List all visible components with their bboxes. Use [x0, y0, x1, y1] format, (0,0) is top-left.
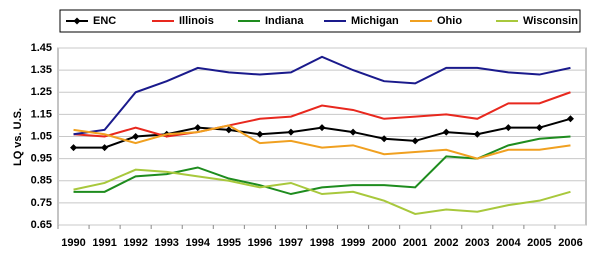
y-tick-label: 1.15: [31, 108, 52, 120]
y-axis-label: LQ vs. U.S.: [12, 108, 24, 166]
point: [566, 115, 574, 123]
point: [256, 130, 264, 138]
x-tick-label: 2005: [527, 237, 551, 249]
x-tick-label: 1997: [279, 237, 303, 249]
x-tick-label: 1995: [217, 237, 241, 249]
y-tick-label: 0.85: [31, 175, 52, 187]
x-tick-label: 1991: [92, 237, 116, 249]
y-tick-label: 0.95: [31, 153, 52, 165]
point: [504, 124, 512, 132]
point: [225, 126, 233, 134]
x-tick-label: 2004: [496, 237, 521, 249]
point: [70, 144, 78, 152]
x-tick-label: 1998: [310, 237, 334, 249]
point: [349, 128, 357, 136]
legend-box: [59, 9, 581, 33]
series-line: [73, 124, 571, 160]
series-line: [73, 55, 571, 136]
x-tick-label: 1994: [186, 237, 211, 249]
legend-label: ENC: [93, 15, 116, 27]
point: [194, 124, 202, 132]
x-tick-label: 2000: [372, 237, 396, 249]
x-tick-label: 2001: [403, 237, 427, 249]
x-tick-label: 2003: [465, 237, 489, 249]
x-tick-label: 2002: [434, 237, 458, 249]
point: [535, 124, 543, 132]
point: [132, 133, 140, 140]
legend-label: Michigan: [351, 15, 399, 27]
y-tick-label: 0.75: [31, 197, 52, 209]
legend-label: Wisconsin: [523, 15, 578, 27]
series-line: [73, 117, 571, 149]
point: [473, 130, 481, 138]
x-tick-label: 1990: [61, 237, 85, 249]
y-tick-label: 1.45: [31, 42, 52, 54]
series-line: [73, 91, 571, 138]
point: [442, 128, 450, 136]
series-line: [73, 135, 571, 196]
x-tick-label: 1992: [123, 237, 147, 249]
legend-label: Illinois: [179, 15, 214, 27]
x-tick-label: 1996: [248, 237, 272, 249]
point: [411, 137, 419, 145]
legend-marker: [73, 17, 81, 25]
y-tick-label: 0.65: [31, 219, 52, 231]
y-tick-label: 1.05: [31, 130, 52, 142]
legend-label: Indiana: [265, 15, 304, 27]
point: [287, 128, 295, 136]
x-tick-label: 1993: [154, 237, 178, 249]
point: [101, 144, 109, 152]
series-line: [73, 168, 571, 215]
legend-label: Ohio: [437, 15, 462, 27]
x-tick-label: 2006: [558, 237, 582, 249]
y-tick-label: 1.35: [31, 64, 52, 76]
point: [318, 124, 326, 132]
point: [380, 135, 388, 143]
y-tick-label: 1.25: [31, 86, 52, 98]
x-tick-label: 1999: [341, 237, 365, 249]
